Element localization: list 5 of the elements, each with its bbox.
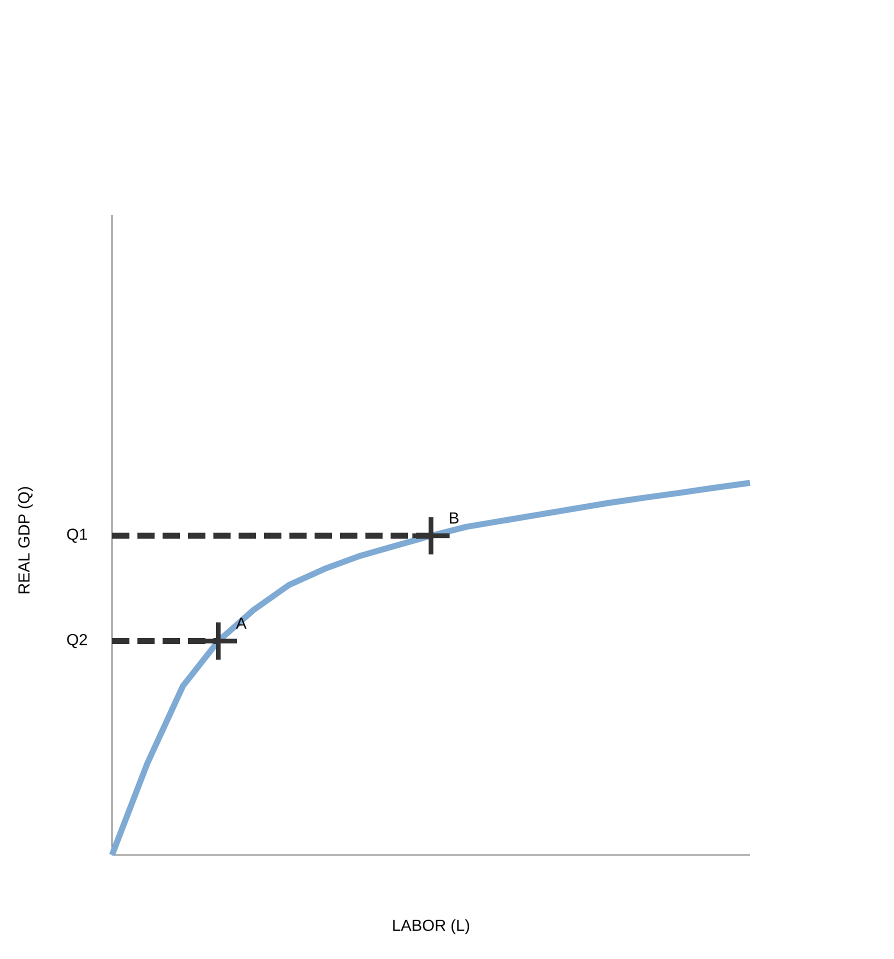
x-axis-title: LABOR (L) [393, 919, 470, 934]
ref-line-label: Q2 [67, 634, 87, 648]
annotation: B [450, 512, 458, 524]
ref-line-label: Q1 [67, 528, 87, 543]
y-axis-title: REAL GDP (Q) [18, 487, 33, 594]
